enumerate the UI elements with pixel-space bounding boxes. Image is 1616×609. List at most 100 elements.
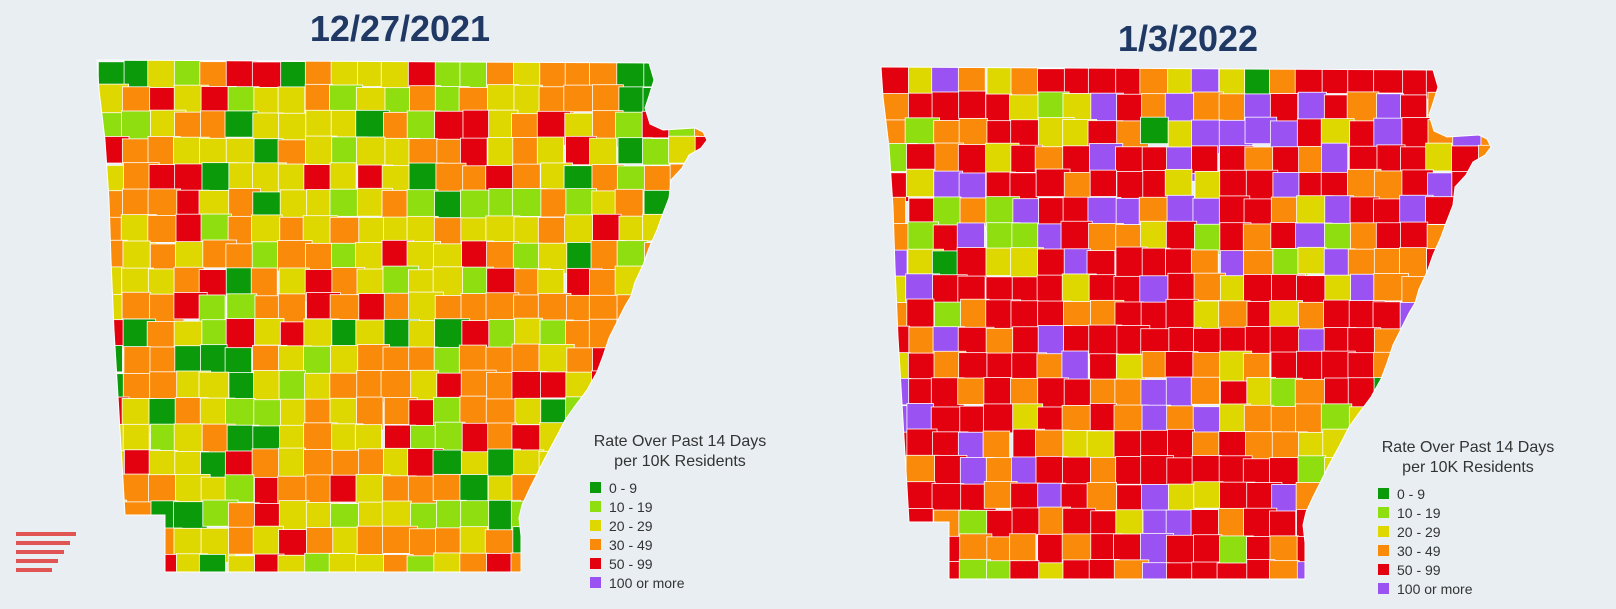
zip-region[interactable] [669, 216, 703, 243]
zip-region[interactable] [1399, 377, 1432, 415]
zip-region[interactable] [985, 247, 1015, 276]
zip-region[interactable] [1012, 198, 1040, 227]
zip-region[interactable] [120, 473, 151, 506]
zip-region[interactable] [1063, 301, 1093, 331]
zip-region[interactable] [306, 527, 336, 559]
zip-region[interactable] [1428, 276, 1461, 313]
zip-region[interactable] [1425, 142, 1453, 172]
zip-region[interactable] [1167, 483, 1196, 512]
zip-region[interactable] [931, 483, 965, 514]
zip-region[interactable] [906, 298, 935, 328]
zip-region[interactable] [1166, 194, 1195, 225]
zip-region[interactable] [122, 240, 151, 272]
zip-region[interactable] [1479, 67, 1512, 102]
zip-region[interactable] [98, 528, 132, 557]
zip-region[interactable] [1294, 66, 1324, 96]
zip-region[interactable] [1063, 325, 1093, 354]
zip-region[interactable] [1478, 378, 1514, 412]
zip-region[interactable] [695, 291, 731, 329]
zip-region[interactable] [120, 551, 156, 584]
zip-region[interactable] [1295, 403, 1323, 435]
zip-region[interactable] [1244, 146, 1277, 175]
zip-region[interactable] [1322, 507, 1357, 541]
zip-region[interactable] [380, 370, 415, 399]
zip-region[interactable] [1349, 536, 1383, 571]
zip-region[interactable] [696, 267, 723, 296]
zip-region[interactable] [121, 291, 151, 320]
zip-region[interactable] [304, 83, 333, 114]
zip-region[interactable] [566, 347, 595, 376]
zip-region[interactable] [695, 397, 727, 426]
zip-region[interactable] [539, 59, 570, 90]
zip-region[interactable] [148, 398, 178, 427]
zip-region[interactable] [1477, 353, 1512, 384]
zip-region[interactable] [695, 373, 724, 403]
zip-region[interactable] [1167, 272, 1195, 302]
zip-region[interactable] [1426, 248, 1461, 282]
zip-region[interactable] [642, 346, 675, 374]
zip-region[interactable] [253, 370, 284, 402]
arkansas-map-right[interactable] [808, 0, 1616, 609]
zip-region[interactable] [432, 473, 463, 501]
zip-region[interactable] [123, 346, 151, 375]
zip-region[interactable] [329, 188, 362, 217]
zip-region[interactable] [668, 370, 697, 400]
zip-region[interactable] [1216, 562, 1253, 598]
zip-region[interactable] [879, 65, 914, 98]
zip-region[interactable] [1243, 404, 1275, 436]
zip-region[interactable] [1400, 405, 1432, 443]
zip-region[interactable] [1479, 275, 1512, 312]
zip-region[interactable] [1376, 93, 1404, 123]
zip-region[interactable] [1140, 116, 1169, 145]
zip-region[interactable] [588, 318, 618, 351]
zip-region[interactable] [277, 554, 310, 589]
zip-region[interactable] [1322, 536, 1358, 572]
zip-region[interactable] [1269, 457, 1302, 487]
zip-region[interactable] [695, 188, 722, 218]
zip-region[interactable] [958, 90, 987, 119]
zip-region[interactable] [667, 83, 699, 116]
zip-region[interactable] [881, 536, 916, 572]
zip-region[interactable] [616, 240, 648, 270]
zip-region[interactable] [1089, 169, 1117, 197]
zip-region[interactable] [512, 137, 542, 168]
zip-region[interactable] [538, 450, 568, 487]
zip-region[interactable] [173, 501, 208, 534]
zip-region[interactable] [251, 214, 283, 246]
zip-region[interactable] [1063, 248, 1091, 278]
zip-region[interactable] [1477, 169, 1509, 201]
zip-region[interactable] [1347, 484, 1376, 519]
zip-region[interactable] [199, 137, 231, 167]
zip-region[interactable] [881, 302, 909, 330]
zip-region[interactable] [1086, 482, 1118, 511]
zip-region[interactable] [1452, 93, 1489, 121]
zip-region[interactable] [1375, 406, 1411, 435]
zip-region[interactable] [564, 526, 593, 557]
zip-region[interactable] [1451, 405, 1484, 442]
zip-region[interactable] [1166, 562, 1195, 590]
menu-bars-icon[interactable] [16, 532, 78, 584]
zip-region[interactable] [1038, 562, 1066, 599]
zip-region[interactable] [433, 552, 462, 588]
zip-region[interactable] [905, 508, 934, 543]
zip-region[interactable] [960, 298, 990, 331]
zip-region[interactable] [1401, 276, 1437, 306]
zip-region[interactable] [668, 397, 698, 429]
zip-region[interactable] [1478, 299, 1509, 329]
zip-region[interactable] [666, 344, 699, 380]
zip-region[interactable] [1452, 325, 1487, 355]
zip-region[interactable] [1165, 220, 1198, 253]
zip-region[interactable] [695, 84, 729, 116]
zip-region[interactable] [174, 241, 205, 271]
zip-region[interactable] [1296, 561, 1328, 592]
zip-region[interactable] [459, 552, 490, 581]
zip-region[interactable] [1089, 403, 1117, 431]
zip-region[interactable] [696, 213, 726, 243]
zip-region[interactable] [224, 474, 255, 503]
zip-region[interactable] [588, 396, 622, 429]
zip-region[interactable] [1322, 483, 1357, 515]
zip-region[interactable] [694, 111, 724, 139]
zip-region[interactable] [589, 137, 618, 169]
zip-region[interactable] [539, 502, 576, 536]
zip-region[interactable] [1115, 456, 1144, 485]
